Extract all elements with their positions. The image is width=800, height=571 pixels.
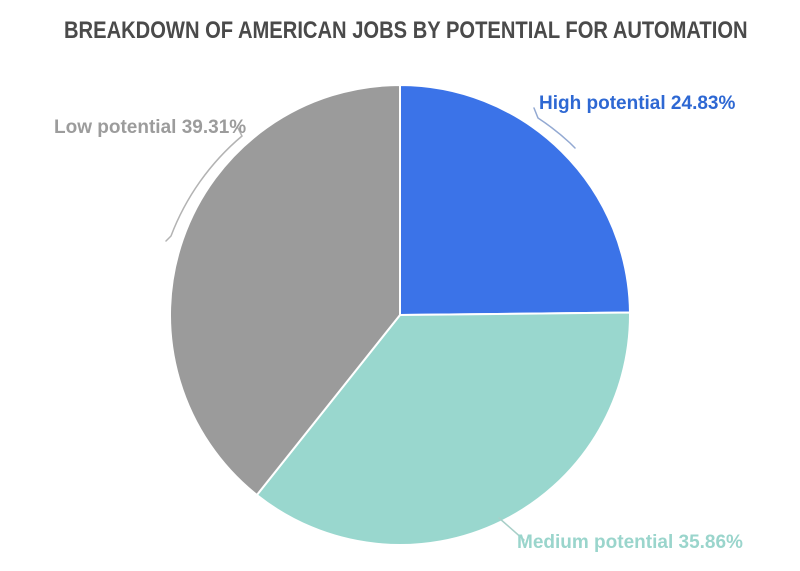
slice-label-low-potential: Low potential 39.31%	[54, 117, 247, 138]
pie-slice-medium-potential	[255, 311, 631, 546]
leader-line-low-potential	[165, 127, 243, 242]
pie-slice-low-potential	[169, 84, 401, 497]
chart-title: BREAKDOWN OF AMERICAN JOBS BY POTENTIAL …	[64, 17, 748, 44]
leader-line-medium-potential	[498, 517, 525, 541]
leader-line-high-potential	[533, 107, 576, 149]
pie-slice-high-potential	[399, 84, 631, 316]
slice-label-medium-potential: Medium potential 35.86%	[517, 532, 743, 553]
slice-label-high-potential: High potential 24.83%	[539, 93, 736, 114]
